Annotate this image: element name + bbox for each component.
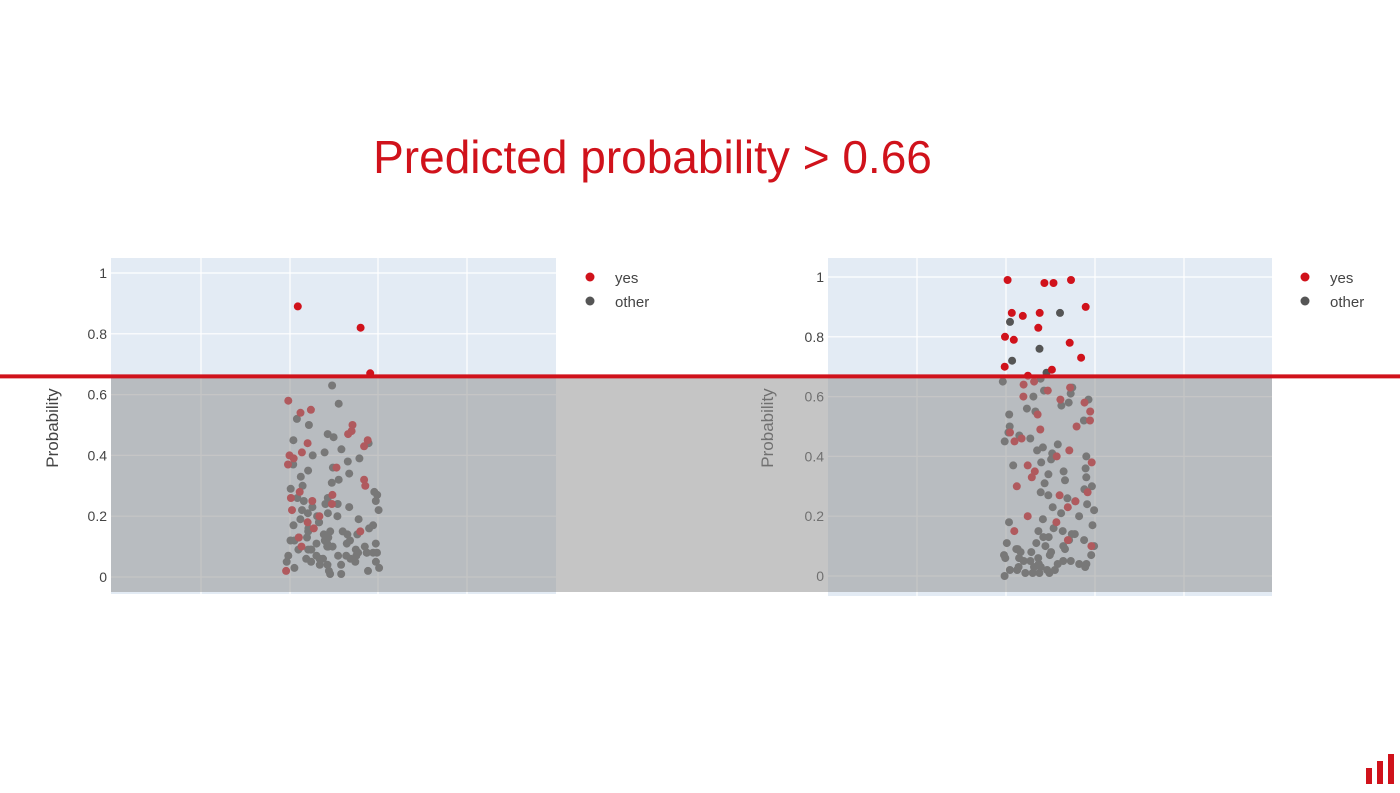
legend-item-yes[interactable]: yes: [585, 270, 639, 287]
point-yes: [1047, 365, 1056, 374]
point-yes: [1000, 362, 1009, 371]
point-yes: [1049, 279, 1058, 287]
point-yes: [1009, 335, 1018, 344]
point-other: [1008, 356, 1017, 365]
legend-label: yes: [615, 270, 638, 287]
y-axis-label: Probability: [43, 388, 62, 468]
point-other: [1006, 317, 1014, 326]
y-tick-label: 0.6: [88, 387, 108, 403]
point-yes: [1067, 276, 1075, 284]
point-yes: [1040, 279, 1049, 287]
slide-title: Predicted probability > 0.66: [373, 131, 932, 183]
legend-marker: [1300, 272, 1310, 282]
legend-item-other[interactable]: other: [1300, 294, 1365, 311]
point-yes: [293, 302, 302, 311]
legend-item-yes[interactable]: yes: [1300, 270, 1354, 287]
y-tick-label: 0.8: [88, 326, 108, 342]
point-other: [1035, 344, 1044, 353]
legend-marker: [585, 296, 595, 306]
y-tick-label: 1: [816, 269, 824, 285]
y-tick-label: 0: [99, 569, 107, 585]
below-threshold-shade: [111, 376, 1272, 592]
threshold-overlay: [0, 374, 1400, 592]
point-yes: [1065, 338, 1074, 347]
legend-label: other: [615, 294, 649, 311]
point-yes: [1077, 353, 1086, 362]
legend-label: other: [1330, 294, 1364, 311]
point-yes: [1003, 276, 1012, 284]
bar-chart-logo-icon: [1366, 754, 1394, 784]
point-yes: [1081, 302, 1090, 311]
point-yes: [1034, 323, 1043, 332]
legend-marker: [585, 272, 595, 282]
point-yes: [1007, 308, 1016, 317]
legend-label: yes: [1330, 270, 1353, 287]
point-other: [1056, 308, 1064, 317]
y-tick-label: 0.8: [805, 329, 825, 345]
legend-item-other[interactable]: other: [585, 294, 650, 311]
point-yes: [356, 323, 365, 332]
point-yes: [1001, 332, 1009, 341]
y-tick-label: 1: [99, 265, 107, 281]
y-tick-label: 0.2: [88, 508, 108, 524]
y-tick-label: 0.4: [88, 447, 108, 463]
point-yes: [1018, 311, 1027, 320]
legend-marker: [1300, 296, 1310, 306]
point-yes: [1035, 308, 1044, 317]
